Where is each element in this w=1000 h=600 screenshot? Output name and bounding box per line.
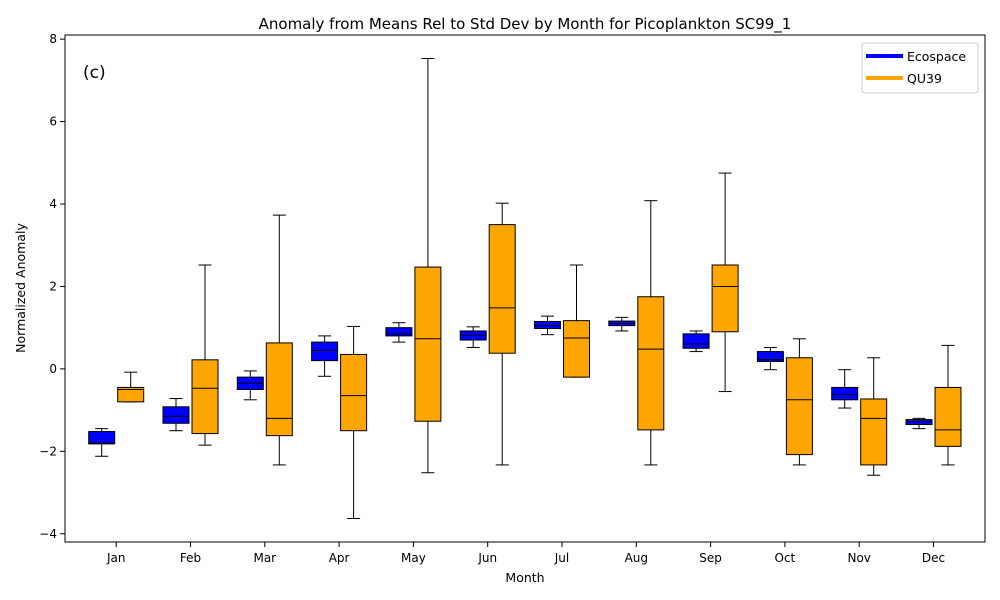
box-qu39-feb <box>191 264 219 446</box>
iqr-box <box>88 431 116 445</box>
iqr-box <box>265 342 293 437</box>
x-tick-label-nov: Nov <box>847 551 870 565</box>
y-tick-label: 0 <box>49 362 57 376</box>
legend-label-qu39: QU39 <box>907 71 942 86</box>
box-qu39-apr <box>340 325 368 520</box>
box-ecospace-may <box>385 322 413 343</box>
x-axis: Jan Feb Mar Apr May Jun Jul Aug Sep Oct Nov Dec <box>106 542 945 565</box>
box-qu39-may <box>414 57 442 474</box>
x-tick-label-may: May <box>401 551 426 565</box>
box-qu39-mar <box>265 214 293 466</box>
box-ecospace-jun <box>459 326 487 348</box>
x-tick-label-apr: Apr <box>329 551 350 565</box>
box-ecospace-feb <box>162 398 190 432</box>
iqr-box <box>311 341 339 362</box>
y-tick-label: −2 <box>39 444 57 458</box>
iqr-box <box>117 386 145 403</box>
x-tick-label-aug: Aug <box>625 551 648 565</box>
x-axis-label: Month <box>505 570 544 585</box>
x-tick-label-mar: Mar <box>253 551 276 565</box>
box-ecospace-dec <box>905 417 933 430</box>
iqr-box <box>785 357 813 456</box>
iqr-box <box>563 320 590 378</box>
box-qu39-jun <box>488 202 516 466</box>
box-qu39-oct <box>785 338 813 466</box>
x-tick-label-jan: Jan <box>106 551 126 565</box>
iqr-box <box>934 386 962 447</box>
chart-title: Anomaly from Means Rel to Std Dev by Mon… <box>259 15 792 34</box>
iqr-box <box>385 327 413 337</box>
iqr-box <box>340 353 368 432</box>
x-tick-label-dec: Dec <box>922 551 945 565</box>
y-axis: −4 −2 0 2 4 6 8 <box>39 32 65 541</box>
iqr-box <box>860 398 888 466</box>
legend-label-ecospace: Ecospace <box>907 49 966 64</box>
y-tick-label: 2 <box>49 279 57 293</box>
box-ecospace-jan <box>88 428 116 457</box>
iqr-box <box>414 266 442 422</box>
legend: Ecospace QU39 <box>861 42 979 94</box>
y-tick-label: 4 <box>49 197 57 211</box>
y-axis-label: Normalized Anomaly <box>13 223 28 353</box>
x-tick-label-sep: Sep <box>699 551 722 565</box>
iqr-box <box>534 320 561 329</box>
plot-frame <box>64 34 986 543</box>
box-ecospace-aug <box>608 316 636 332</box>
box-ecospace-apr <box>311 335 339 377</box>
iqr-box <box>756 351 784 362</box>
box-qu39-dec <box>934 344 962 466</box>
iqr-box <box>711 264 739 333</box>
box-qu39-jan <box>117 371 145 403</box>
box-ecospace-nov <box>831 369 859 409</box>
x-tick-label-oct: Oct <box>775 551 796 565</box>
box-qu39-jul <box>563 264 590 378</box>
box-qu39-sep <box>711 172 739 393</box>
iqr-box <box>637 296 665 431</box>
panel-label: (c) <box>83 63 106 83</box>
box-qu39-aug <box>637 200 665 466</box>
plot-area <box>88 57 962 520</box>
y-tick-label: 6 <box>49 115 57 129</box>
iqr-box <box>682 333 710 349</box>
y-tick-label: −4 <box>39 527 57 541</box>
iqr-box <box>162 406 190 424</box>
box-ecospace-sep <box>682 330 710 353</box>
x-tick-label-jul: Jul <box>554 551 569 565</box>
x-tick-label-feb: Feb <box>180 551 201 565</box>
box-qu39-nov <box>860 357 888 476</box>
iqr-box <box>488 224 516 354</box>
x-tick-label-jun: Jun <box>477 551 497 565</box>
y-tick-label: 8 <box>49 32 57 46</box>
iqr-box <box>191 359 219 435</box>
box-ecospace-oct <box>756 346 784 371</box>
iqr-box <box>831 386 859 401</box>
box-ecospace-jul <box>534 315 561 336</box>
box-ecospace-mar <box>236 370 264 401</box>
